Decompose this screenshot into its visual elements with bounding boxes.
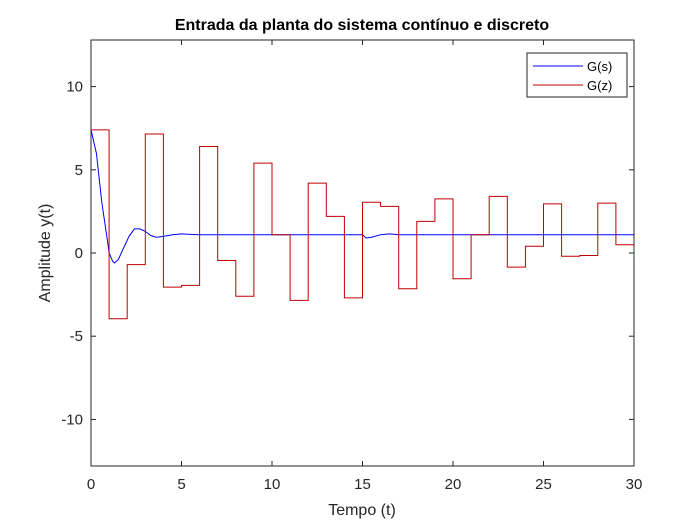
series-line-gz <box>91 129 634 320</box>
x-tick-label: 15 <box>354 476 371 493</box>
legend-entry-label: G(z) <box>587 78 612 93</box>
x-tick-label: 30 <box>626 476 643 493</box>
x-tick-label: 25 <box>535 476 552 493</box>
y-tick-label: 0 <box>75 245 83 262</box>
x-axis-label: Tempo (t) <box>328 502 396 519</box>
plot-area: 0 5 10 15 20 25 30 -10 -5 0 5 10 G(s) G(z) <box>61 39 643 493</box>
y-tick-label: 10 <box>66 79 83 96</box>
y-tick-label: -10 <box>61 411 83 428</box>
legend-box <box>526 52 628 98</box>
series-line-gs <box>91 129 634 264</box>
y-axis-label: Amplitude y(t) <box>37 204 54 303</box>
x-tick-label: 5 <box>177 476 185 493</box>
y-tick-label: -5 <box>70 328 83 345</box>
legend-entry-label: G(s) <box>587 59 612 74</box>
chart-title: Entrada da planta do sistema contínuo e … <box>175 17 550 34</box>
y-tick-label: 5 <box>75 162 83 179</box>
x-tick-label: 0 <box>87 476 95 493</box>
x-tick-label: 10 <box>264 476 281 493</box>
x-tick-label: 20 <box>445 476 462 493</box>
